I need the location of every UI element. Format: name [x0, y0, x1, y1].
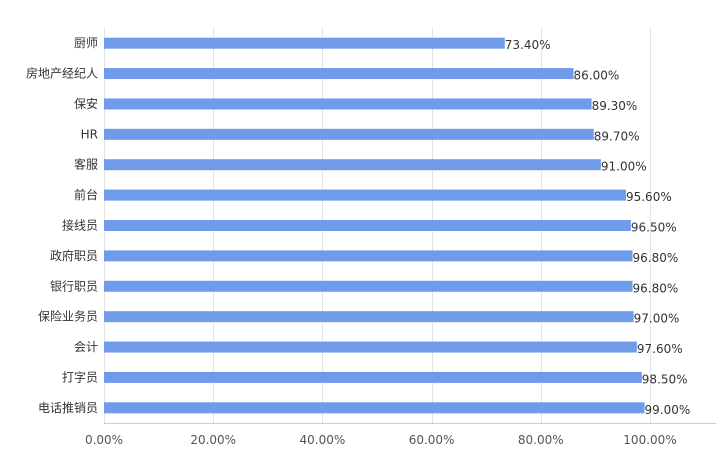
data-label: 96.80% — [633, 281, 679, 295]
data-label: 73.40% — [505, 38, 551, 52]
bar — [104, 250, 633, 262]
category-label: 接线员 — [62, 218, 98, 233]
category-label: 保安 — [74, 96, 98, 111]
data-label: 97.60% — [637, 342, 683, 356]
data-label: 99.00% — [645, 403, 691, 417]
bar — [104, 68, 574, 80]
category-label: HR — [81, 127, 98, 141]
bar — [104, 371, 642, 383]
data-label: 98.50% — [642, 372, 688, 386]
data-label: 96.80% — [633, 251, 679, 265]
bar — [104, 189, 626, 201]
category-label: 前台 — [74, 187, 98, 202]
category-label: 政府职员 — [50, 248, 98, 263]
category-label: 银行职员 — [50, 279, 98, 293]
data-label: 86.00% — [574, 69, 620, 83]
bar — [104, 402, 645, 414]
data-label: 97.00% — [634, 312, 680, 326]
grid-layer: 0.00% 20.00% 40.00% 60.00% 80.00% 100.00% — [85, 28, 716, 447]
category-label: 电话推销员 — [38, 401, 98, 415]
bar — [104, 280, 633, 292]
x-tick-label: 0.00% — [85, 433, 123, 447]
bar-layer — [104, 37, 645, 414]
bar — [104, 128, 594, 140]
bar — [104, 220, 631, 231]
data-label: 91.00% — [601, 160, 647, 174]
category-label: 厨师 — [74, 36, 98, 50]
data-label: 89.30% — [592, 99, 638, 113]
bar — [104, 37, 505, 49]
label-layer: 厨师 73.40% 房地产经纪人 86.00% 保安 89.30% HR 89.70% 客服 91… — [26, 36, 690, 417]
data-label: 95.60% — [626, 190, 672, 204]
category-label: 打字员 — [62, 369, 98, 384]
category-label: 保险业务员 — [38, 309, 98, 324]
data-label: 96.50% — [631, 221, 677, 235]
category-label: 会计 — [74, 340, 98, 354]
x-tick-label: 80.00% — [518, 433, 564, 447]
data-label: 89.70% — [594, 129, 640, 143]
x-tick-label: 60.00% — [409, 433, 455, 447]
bar — [104, 311, 634, 323]
bar — [104, 98, 592, 110]
x-tick-label: 20.00% — [190, 433, 236, 447]
bar — [104, 159, 601, 171]
x-tick-label: 40.00% — [300, 433, 346, 447]
x-tick-label: 100.00% — [623, 433, 676, 447]
category-label: 房地产经纪人 — [26, 66, 98, 81]
category-label: 客服 — [74, 157, 98, 172]
bar — [104, 341, 637, 353]
